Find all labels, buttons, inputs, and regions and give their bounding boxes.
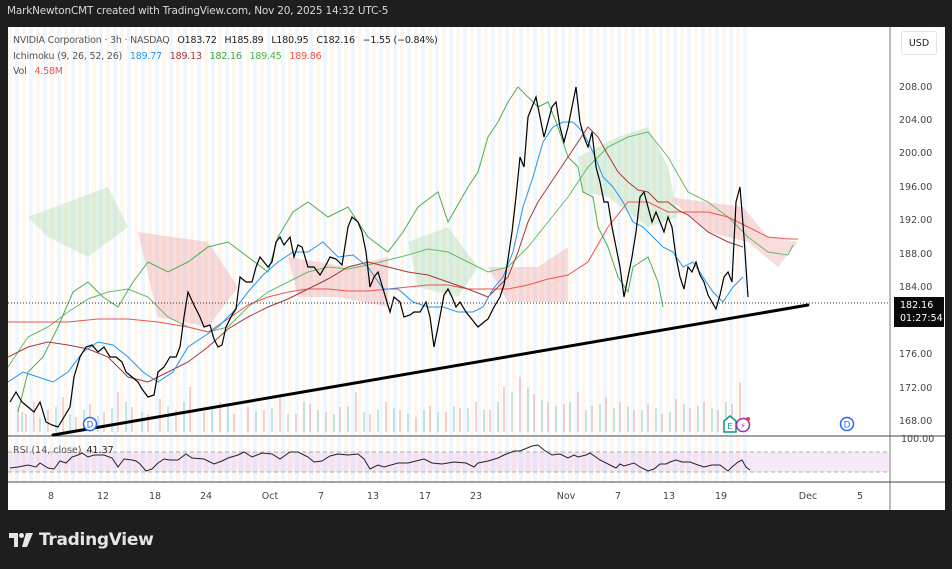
time-tick: 17 [418, 491, 432, 502]
price-tick: 188.00 [899, 249, 933, 260]
symbol-legend-row[interactable]: NVIDIA Corporation · 3h · NASDAQ O183.72… [13, 33, 438, 49]
rsi-axis-top: 100.00 [901, 434, 935, 445]
currency-button[interactable]: USD [901, 31, 937, 55]
symbol-info: NVIDIA Corporation · 3h · NASDAQ [13, 35, 170, 46]
time-tick: 13 [662, 491, 676, 502]
time-tick: 8 [47, 491, 55, 502]
ichimoku-conversion-value: 189.77 [129, 50, 162, 62]
last-price-value: 182.16 [900, 300, 934, 311]
earnings-marker[interactable]: E [723, 415, 737, 433]
ichimoku-lead-a [8, 131, 794, 368]
dividend-marker-dec[interactable]: D [839, 416, 855, 432]
svg-text:⚡: ⚡ [740, 422, 746, 431]
low-value: L180.95 [271, 35, 309, 46]
price-tick: 204.00 [899, 115, 933, 126]
time-tick: 24 [199, 491, 213, 502]
time-tick: 13 [366, 491, 380, 502]
vol-label: Vol [13, 66, 27, 77]
ichimoku-lead-b-value: 189.86 [289, 50, 322, 62]
split-marker[interactable]: ⚡ [735, 417, 751, 433]
tradingview-logo-icon [9, 533, 33, 547]
time-tick: 23 [469, 491, 483, 502]
ichimoku-conversion [8, 121, 744, 383]
price-tick: 208.00 [899, 82, 933, 93]
price-tick: 184.00 [899, 282, 933, 293]
ichimoku-lagging-value: 182.16 [209, 50, 242, 62]
vol-value: 4.58M [34, 66, 63, 77]
rsi-band [8, 452, 890, 472]
ichimoku-lines [8, 86, 798, 413]
svg-text:E: E [727, 422, 732, 431]
price-tick: 172.00 [899, 383, 933, 394]
volume-legend-row[interactable]: Vol 4.58M [13, 64, 438, 80]
time-tick: 18 [148, 491, 162, 502]
bar-countdown: 01:27:54 [900, 313, 943, 324]
dividend-marker-sep[interactable]: D [82, 416, 98, 432]
candlesticks [9, 86, 749, 428]
tradingview-logo[interactable]: TradingView [9, 530, 154, 550]
ichimoku-lead-b [8, 201, 798, 333]
change-value: −1.55 (−0.84%) [362, 35, 438, 46]
ichimoku-lead-a-value: 189.45 [249, 50, 282, 62]
rsi-legend[interactable]: RSI (14, close) 41.37 [13, 445, 114, 456]
price-tick: 196.00 [899, 182, 933, 193]
time-tick: 7 [317, 491, 325, 502]
chart-frame: D E ⚡ D NVIDIA Corporation · 3h · NASDAQ… [8, 27, 945, 510]
svg-text:D: D [87, 420, 94, 430]
tradingview-wordmark: TradingView [39, 530, 154, 550]
time-tick: Nov [556, 491, 576, 502]
open-value: O183.72 [177, 35, 217, 46]
ichimoku-base-value: 189.13 [169, 50, 202, 62]
price-tick: 176.00 [899, 349, 933, 360]
price-tick: 192.00 [899, 215, 933, 226]
time-tick: 7 [614, 491, 622, 502]
rsi-label: RSI (14, close) [13, 445, 82, 456]
time-tick: 5 [856, 491, 864, 502]
rsi-value: 41.37 [86, 445, 114, 456]
time-tick: 12 [96, 491, 110, 502]
rsi-line [9, 444, 751, 472]
svg-text:D: D [844, 420, 851, 430]
price-tick: 200.00 [899, 148, 933, 159]
price-tick: 168.00 [899, 416, 933, 427]
time-tick: Dec [798, 491, 818, 502]
time-tick: 19 [714, 491, 728, 502]
ichimoku-base [8, 126, 744, 383]
chart-canvas[interactable]: D E ⚡ D [8, 27, 945, 510]
chart-credit: MarkNewtonCMT created with TradingView.c… [7, 5, 389, 17]
high-value: H185.89 [224, 35, 264, 46]
chart-legend: NVIDIA Corporation · 3h · NASDAQ O183.72… [13, 33, 438, 80]
ichimoku-lagging [17, 86, 664, 413]
time-tick: Oct [261, 491, 279, 502]
ascending-trendline [51, 303, 810, 437]
ichimoku-label: Ichimoku (9, 26, 52, 26) [13, 50, 123, 62]
close-value: C182.16 [316, 35, 355, 46]
last-price-badge: 182.16 01:27:54 [894, 297, 944, 327]
session-background [8, 27, 748, 436]
ichimoku-legend-row[interactable]: Ichimoku (9, 26, 52, 26) 189.77 189.13 1… [13, 49, 438, 65]
